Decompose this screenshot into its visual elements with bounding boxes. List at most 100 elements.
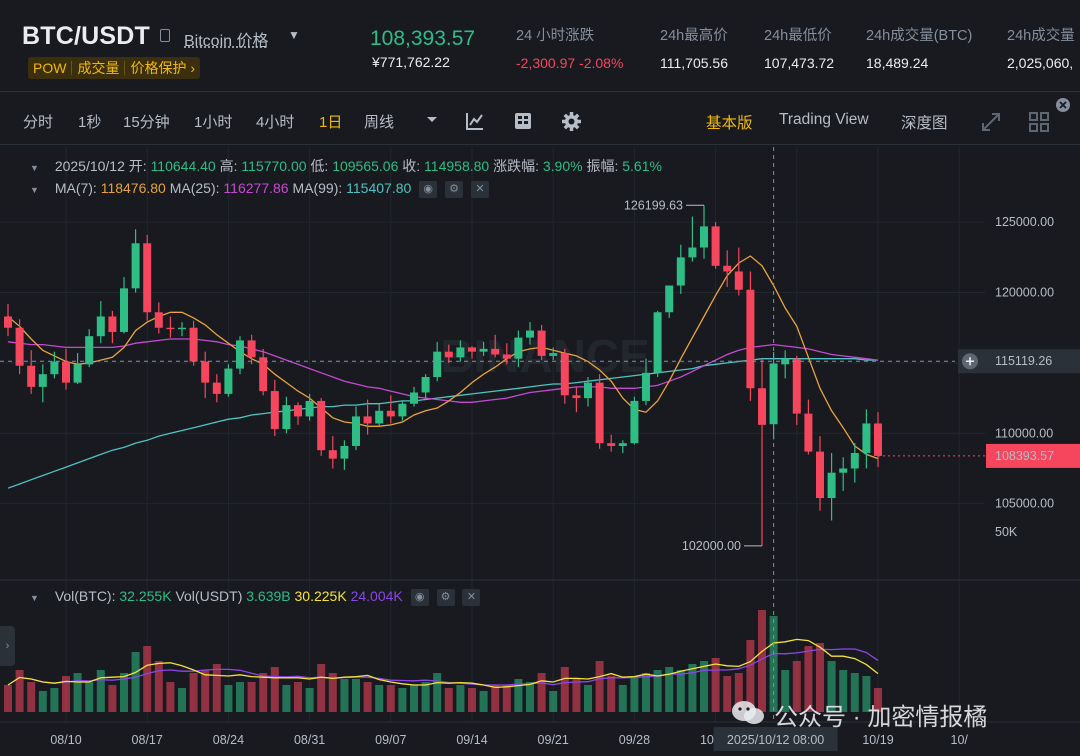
candle	[38, 374, 47, 387]
volume-bar	[526, 682, 534, 712]
close-icon[interactable]: ✕	[462, 588, 481, 606]
candle	[723, 265, 732, 272]
price-chart[interactable]: BINANCE 105000.00110000.00115000.0012000…	[0, 147, 1080, 756]
candle	[560, 353, 569, 396]
volume-bar	[816, 643, 824, 712]
eye-icon[interactable]: ◉	[410, 588, 429, 606]
vol-usdt-value: 3.639B	[246, 588, 291, 604]
candle	[804, 413, 813, 452]
candle	[352, 416, 360, 446]
volume-bar	[862, 676, 871, 712]
ma7-label: MA(7):	[54, 180, 97, 196]
candle	[827, 472, 836, 499]
tag-divider	[71, 61, 73, 75]
volume-bar	[572, 679, 581, 712]
timeframe-1s[interactable]: 1秒	[78, 114, 102, 131]
stat-value: -2,300.97 -2.08%	[516, 55, 624, 71]
volume-bar	[711, 658, 720, 712]
volume-bar	[502, 685, 511, 712]
volume-bar	[201, 670, 210, 712]
view-tradingview[interactable]: Trading View	[779, 111, 869, 128]
volume-bar	[584, 685, 592, 712]
settings-icon[interactable]: ⚙	[445, 180, 464, 198]
collapse-caret-icon[interactable]: ▼	[30, 593, 39, 603]
view-depth[interactable]: 深度图	[901, 115, 948, 132]
candle	[700, 226, 708, 248]
x-tick-label: 08/10	[50, 733, 81, 747]
pair-title[interactable]: BTC/USDT	[22, 22, 150, 50]
stat-value: 2,025,060,	[1007, 55, 1074, 71]
vol-btc-value: 32.255K	[119, 588, 172, 604]
volume-bar	[166, 682, 175, 712]
candle	[665, 285, 674, 313]
info-icon[interactable]	[160, 29, 170, 42]
stat-label: 24 小时涨跌	[516, 28, 595, 44]
side-panel-toggle[interactable]: ›	[0, 626, 15, 666]
vol-ma5-value: 30.225K	[294, 588, 347, 604]
candle	[328, 450, 337, 459]
stat-label: 24h最低价	[764, 28, 832, 44]
legend-amplitude: 5.61%	[622, 158, 662, 174]
x-tick-label: 09/28	[619, 733, 650, 747]
indicator-icon[interactable]	[465, 111, 485, 131]
template-icon[interactable]	[513, 111, 533, 131]
volume-bar	[154, 661, 163, 712]
timeframe-1h[interactable]: 1小时	[194, 114, 233, 131]
candle	[526, 330, 534, 338]
candlestick-chart-canvas[interactable]: BINANCE 105000.00110000.00115000.0012000…	[0, 147, 1080, 756]
collapse-caret-icon[interactable]: ▼	[30, 185, 39, 195]
expand-icon[interactable]	[980, 111, 1002, 133]
ma25-value: 116277.86	[223, 180, 289, 196]
candle	[595, 382, 604, 444]
candle	[4, 316, 12, 328]
volume-bar	[421, 682, 430, 712]
settings-icon[interactable]	[561, 111, 582, 132]
y-tick-label: 125000.00	[995, 215, 1054, 229]
stat-24h-low: 24h最低价 107,473.72	[764, 24, 834, 71]
volume-bars-layer	[4, 610, 882, 712]
coin-info-link[interactable]: Bitcoin 价格	[184, 33, 269, 50]
volume-bar	[781, 670, 790, 712]
candle	[189, 327, 198, 362]
candle	[816, 451, 824, 499]
volume-bar	[874, 688, 882, 712]
volume-ma-lines	[7, 638, 879, 689]
candle	[572, 395, 581, 399]
volume-bar	[386, 685, 395, 712]
collapse-caret-icon[interactable]: ▼	[30, 163, 39, 173]
ma99-value: 115407.80	[346, 180, 412, 196]
timeframe-15m[interactable]: 15分钟	[123, 114, 170, 131]
x-tick-label: 10/	[951, 733, 969, 747]
close-icon[interactable]: ✕	[470, 180, 489, 198]
timeframe-realtime[interactable]: 分时	[23, 114, 54, 131]
candle	[584, 382, 592, 399]
tag-volume[interactable]: 成交量	[77, 60, 120, 76]
caret-down-icon[interactable]: ▼	[288, 28, 300, 42]
view-basic[interactable]: 基本版	[706, 115, 753, 132]
last-price-tag	[986, 443, 1080, 468]
timeframe-4h[interactable]: 4小时	[256, 114, 295, 131]
legend-open: 110644.40	[150, 158, 216, 174]
layout-grid-icon[interactable]	[1028, 111, 1050, 133]
candle	[502, 354, 511, 359]
candle	[444, 351, 453, 358]
close-icon[interactable]	[1056, 98, 1070, 112]
volume-bar	[607, 676, 616, 712]
tag-price-protection[interactable]: 价格保护 ›	[130, 60, 196, 76]
moving-average-lines	[7, 255, 879, 489]
y-tick-label: 105000.00	[995, 497, 1054, 511]
x-tick-label: 08/17	[132, 733, 163, 747]
legend-change: 3.90%	[542, 158, 583, 174]
chevron-down-icon[interactable]	[424, 111, 440, 129]
candle	[247, 340, 256, 358]
candle	[433, 351, 442, 377]
candle	[73, 364, 82, 383]
last-price-label: 108393.57	[995, 449, 1054, 463]
settings-icon[interactable]: ⚙	[436, 588, 455, 606]
timeframe-1d[interactable]: 1日	[319, 114, 343, 131]
volume-bar	[746, 640, 755, 712]
eye-icon[interactable]: ◉	[419, 180, 438, 198]
tag-pow[interactable]: POW	[33, 60, 67, 76]
volume-bar	[444, 688, 453, 712]
timeframe-1w[interactable]: 周线	[364, 114, 395, 131]
